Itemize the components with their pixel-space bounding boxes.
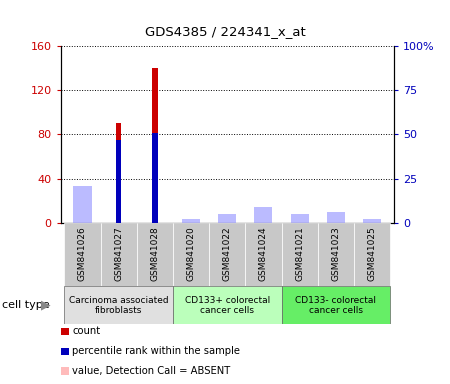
Text: GSM841025: GSM841025 — [368, 226, 377, 281]
Text: CD133- colorectal
cancer cells: CD133- colorectal cancer cells — [295, 296, 376, 315]
Bar — [363, 219, 381, 223]
Bar — [318, 223, 354, 286]
Text: GSM841023: GSM841023 — [331, 226, 340, 281]
Text: cell type: cell type — [2, 300, 50, 310]
Text: CD133+ colorectal
cancer cells: CD133+ colorectal cancer cells — [184, 296, 270, 315]
Bar — [64, 286, 173, 324]
Text: GSM841020: GSM841020 — [187, 226, 196, 281]
Bar — [137, 223, 173, 286]
Text: GSM841024: GSM841024 — [259, 226, 268, 281]
Bar — [245, 223, 282, 286]
Text: count: count — [72, 326, 101, 336]
Bar — [291, 214, 309, 223]
Bar — [73, 185, 91, 223]
Text: GDS4385 / 224341_x_at: GDS4385 / 224341_x_at — [144, 25, 306, 38]
Bar — [173, 223, 209, 286]
Bar — [100, 223, 137, 286]
Text: GSM841021: GSM841021 — [295, 226, 304, 281]
Text: GSM841028: GSM841028 — [150, 226, 159, 281]
Bar — [116, 140, 122, 223]
Text: value, Detection Call = ABSENT: value, Detection Call = ABSENT — [72, 366, 231, 376]
Bar — [282, 286, 390, 324]
Bar — [218, 217, 236, 223]
Text: GSM841022: GSM841022 — [223, 226, 232, 281]
Text: GSM841026: GSM841026 — [78, 226, 87, 281]
Bar — [73, 199, 91, 223]
Bar — [182, 219, 200, 223]
Bar — [152, 68, 158, 223]
Bar — [327, 217, 345, 223]
Text: Carcinoma associated
fibroblasts: Carcinoma associated fibroblasts — [69, 296, 168, 315]
Text: ▶: ▶ — [40, 299, 50, 312]
Bar — [173, 286, 282, 324]
Bar — [354, 223, 390, 286]
Bar — [254, 207, 273, 223]
Bar — [327, 212, 345, 223]
Bar — [282, 223, 318, 286]
Bar — [291, 219, 309, 223]
Bar — [152, 132, 158, 223]
Bar — [64, 223, 100, 286]
Bar — [116, 123, 122, 223]
Text: percentile rank within the sample: percentile rank within the sample — [72, 346, 240, 356]
Text: GSM841027: GSM841027 — [114, 226, 123, 281]
Bar — [209, 223, 245, 286]
Bar — [218, 214, 236, 223]
Bar — [254, 216, 273, 223]
